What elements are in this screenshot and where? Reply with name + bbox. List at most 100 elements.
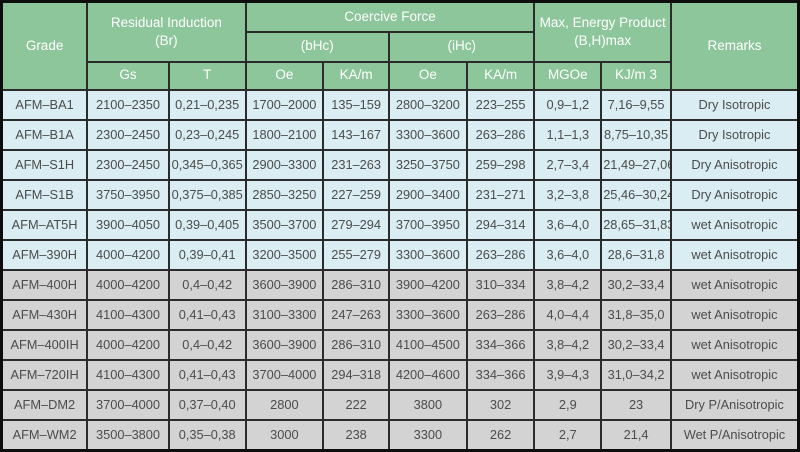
kjm3-cell: 23 (600, 388, 672, 421)
kjm3-cell: 25,46–30,24 (600, 178, 672, 211)
ihc-kam-cell: 223–255 (465, 88, 536, 121)
ihc-kam-cell: 263–286 (465, 238, 536, 271)
kjm3-cell: 30,2–33,4 (600, 268, 672, 301)
mgoe-cell: 3,9–4,3 (533, 358, 603, 391)
bhc-kam-cell: 279–294 (322, 208, 391, 241)
unit-header-kjm3: KJ/m 3 (600, 60, 672, 91)
table-row: AFM–430H 4100–4300 0,41–0,43 3100–3300 2… (0, 298, 800, 331)
ihc-kam-cell: 262 (465, 418, 536, 452)
ihc-kam-cell: 334–366 (465, 358, 536, 391)
br-gs-cell: 2300–2450 (86, 148, 170, 181)
col-header-remarks: Remarks (669, 0, 800, 91)
ihc-oe-cell: 3250–3750 (388, 148, 468, 181)
ihc-kam-cell: 263–286 (465, 298, 536, 331)
br-t-cell: 0,39–0,405 (167, 208, 247, 241)
br-gs-cell: 3500–3800 (86, 418, 170, 452)
mgoe-cell: 3,8–4,2 (533, 328, 603, 361)
remarks-cell: Dry Isotropic (669, 88, 800, 121)
mgoe-cell: 2,7 (533, 418, 603, 452)
ihc-oe-cell: 4200–4600 (388, 358, 468, 391)
grade-cell: AFM–430H (0, 298, 89, 331)
bhc-kam-cell: 227–259 (322, 178, 391, 211)
mgoe-cell: 2,9 (533, 388, 603, 421)
unit-header-mgoe: MGOe (533, 60, 603, 91)
bhc-oe-cell: 3500–3700 (244, 208, 325, 241)
col-header-coercive-force: Coercive Force (244, 0, 536, 33)
br-gs-cell: 4000–4200 (86, 328, 170, 361)
br-gs-cell: 4000–4200 (86, 268, 170, 301)
ihc-kam-cell: 334–366 (465, 328, 536, 361)
ihc-oe-cell: 3300–3600 (388, 118, 468, 151)
unit-header-t: T (167, 60, 247, 91)
bhc-oe-cell: 2850–3250 (244, 178, 325, 211)
bhc-kam-cell: 231–263 (322, 148, 391, 181)
kjm3-cell: 28,6–31,8 (600, 238, 672, 271)
kjm3-cell: 31,8–35,0 (600, 298, 672, 331)
table-row: AFM–AT5H 3900–4050 0,39–0,405 3500–3700 … (0, 208, 800, 241)
kjm3-cell: 28,65–31,83 (600, 208, 672, 241)
ihc-kam-cell: 259–298 (465, 148, 536, 181)
br-t-cell: 0,35–0,38 (167, 418, 247, 452)
grade-cell: AFM–BA1 (0, 88, 89, 121)
bhc-kam-cell: 143–167 (322, 118, 391, 151)
bhc-oe-cell: 3700–4000 (244, 358, 325, 391)
ihc-kam-cell: 231–271 (465, 178, 536, 211)
ihc-kam-cell: 294–314 (465, 208, 536, 241)
ihc-oe-cell: 3300–3600 (388, 298, 468, 331)
grade-cell: AFM–S1H (0, 148, 89, 181)
remarks-cell: wet Anisotropic (669, 358, 800, 391)
table-row: AFM–390H 4000–4200 0,39–0,41 3200–3500 2… (0, 238, 800, 271)
kjm3-cell: 30,2–33,4 (600, 328, 672, 361)
bhc-kam-cell: 247–263 (322, 298, 391, 331)
ihc-oe-cell: 2800–3200 (388, 88, 468, 121)
col-header-bhc: (bHc) (244, 30, 391, 63)
bhc-kam-cell: 286–310 (322, 328, 391, 361)
remarks-cell: Wet P/Anisotropic (669, 418, 800, 452)
mgoe-cell: 3,6–4,0 (533, 238, 603, 271)
table-header: Grade Residual Induction (Br) Coercive F… (0, 0, 800, 91)
br-t-cell: 0,4–0,42 (167, 268, 247, 301)
bhc-oe-cell: 3000 (244, 418, 325, 452)
remarks-cell: wet Anisotropic (669, 268, 800, 301)
mgoe-cell: 1,1–1,3 (533, 118, 603, 151)
br-t-cell: 0,41–0,43 (167, 358, 247, 391)
unit-header-bhc-kam: KA/m (322, 60, 391, 91)
mgoe-cell: 2,7–3,4 (533, 148, 603, 181)
remarks-cell: wet Anisotropic (669, 298, 800, 331)
br-t-cell: 0,375–0,385 (167, 178, 247, 211)
remarks-cell: wet Anisotropic (669, 208, 800, 241)
ihc-oe-cell: 3700–3950 (388, 208, 468, 241)
header-row-2: (bHc) (iHc) (2, 30, 799, 63)
br-gs-cell: 3900–4050 (86, 208, 170, 241)
table-row: AFM–720IH 4100–4300 0,41–0,43 3700–4000 … (0, 358, 800, 391)
remarks-cell: wet Anisotropic (669, 238, 800, 271)
bhc-oe-cell: 3200–3500 (244, 238, 325, 271)
table-row: AFM–DM2 3700–4000 0,37–0,40 2800 222 380… (0, 388, 800, 421)
bhc-oe-cell: 1800–2100 (244, 118, 325, 151)
bhc-oe-cell: 3100–3300 (244, 298, 325, 331)
br-gs-cell: 4100–4300 (86, 298, 170, 331)
br-gs-cell: 2300–2450 (86, 118, 170, 151)
ihc-kam-cell: 310–334 (465, 268, 536, 301)
unit-header-bhc-oe: Oe (244, 60, 325, 91)
br-gs-cell: 2100–2350 (86, 88, 170, 121)
br-t-cell: 0,21–0,235 (167, 88, 247, 121)
br-gs-cell: 4100–4300 (86, 358, 170, 391)
mgoe-cell: 4,0–4,4 (533, 298, 603, 331)
mgoe-cell: 3,6–4,0 (533, 208, 603, 241)
bhc-oe-cell: 3600–3900 (244, 328, 325, 361)
grade-cell: AFM–390H (0, 238, 89, 271)
ihc-oe-cell: 3800 (388, 388, 468, 421)
bhc-kam-cell: 222 (322, 388, 391, 421)
kjm3-cell: 7,16–9,55 (600, 88, 672, 121)
unit-header-ihc-oe: Oe (388, 60, 468, 91)
remarks-cell: wet Anisotropic (669, 328, 800, 361)
remarks-cell: Dry Anisotropic (669, 178, 800, 211)
ihc-oe-cell: 3300 (388, 418, 468, 452)
ihc-kam-cell: 302 (465, 388, 536, 421)
bhc-kam-cell: 135–159 (322, 88, 391, 121)
grade-cell: AFM–S1B (0, 178, 89, 211)
br-t-cell: 0,37–0,40 (167, 388, 247, 421)
mgoe-cell: 0,9–1,2 (533, 88, 603, 121)
